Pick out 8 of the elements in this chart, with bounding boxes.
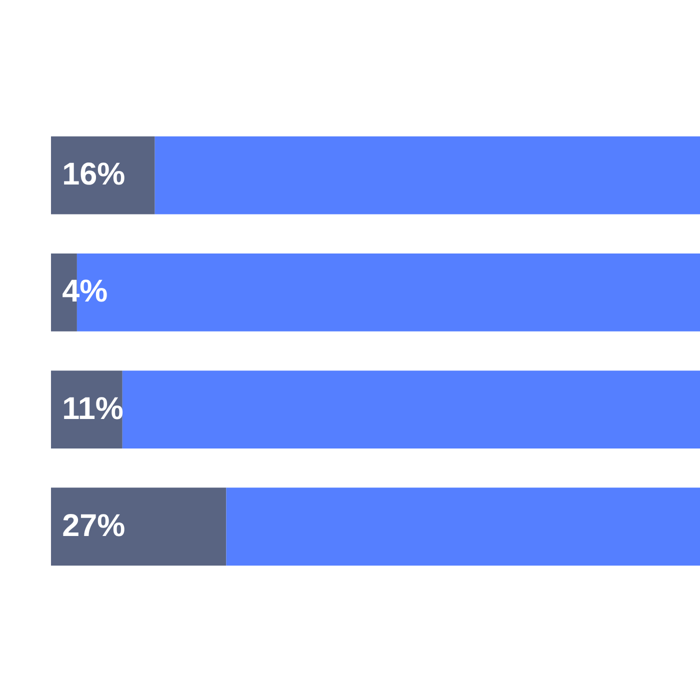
data-label: 16% (62, 156, 126, 192)
bar (226, 488, 700, 566)
bar (50, 136, 155, 214)
data-label: 11% (62, 390, 124, 426)
data-label: 27% (62, 506, 126, 543)
bar (122, 370, 700, 448)
bar (50, 488, 226, 566)
bar (154, 136, 700, 214)
